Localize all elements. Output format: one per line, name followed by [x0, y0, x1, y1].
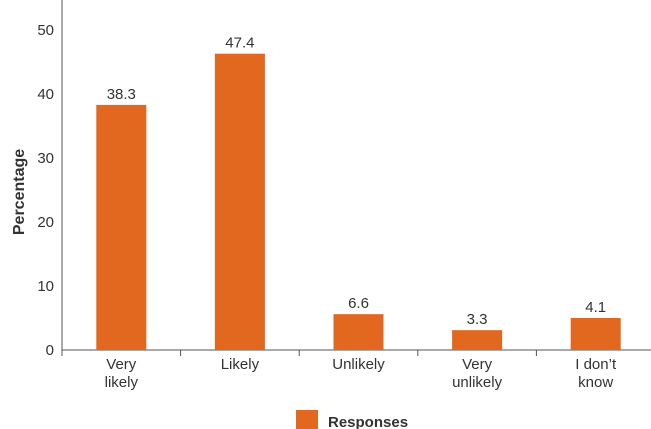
bar: [96, 104, 147, 350]
y-tick-label: 50: [37, 22, 54, 39]
x-tick-label-line: Very: [106, 356, 137, 373]
x-tick-label: Very likely: [105, 356, 139, 391]
y-tick-label: 0: [46, 342, 54, 359]
y-tick-label: 30: [37, 150, 54, 167]
legend-label: Responses: [328, 414, 408, 429]
data-label: 3.3: [467, 311, 488, 328]
bar: [214, 53, 265, 351]
x-tick-label-line: unlikely: [452, 374, 503, 391]
bar: [452, 330, 503, 350]
data-label: 38.3: [107, 86, 136, 103]
x-tick-label: Very unlikely: [452, 356, 503, 391]
x-tick-label: Likely: [221, 356, 260, 373]
bar: [333, 314, 384, 350]
x-tick-label: I don’t know: [575, 356, 617, 391]
x-tick-label-line: Very: [462, 356, 493, 373]
x-tick-label-line: I don’t: [575, 356, 617, 373]
data-label: 4.1: [585, 299, 606, 316]
data-label: 47.4: [225, 35, 254, 52]
y-tick-label: 40: [37, 86, 54, 103]
legend-swatch: [296, 410, 318, 429]
bars: [96, 53, 621, 351]
y-tick-label: 20: [37, 214, 54, 231]
x-tick-label-line: Unlikely: [332, 356, 385, 373]
data-label: 6.6: [348, 295, 369, 312]
x-tick-label-line: likely: [105, 374, 139, 391]
y-tick-label: 10: [37, 278, 54, 295]
axes: 0 10 20 30 40 50: [37, 0, 651, 359]
bar: [570, 318, 621, 350]
x-tick-label: Unlikely: [332, 356, 385, 373]
y-axis-title: Percentage: [11, 149, 28, 235]
legend: Responses: [296, 410, 408, 429]
x-tick-label-line: know: [578, 374, 613, 391]
x-tick-label-line: Likely: [221, 356, 260, 373]
